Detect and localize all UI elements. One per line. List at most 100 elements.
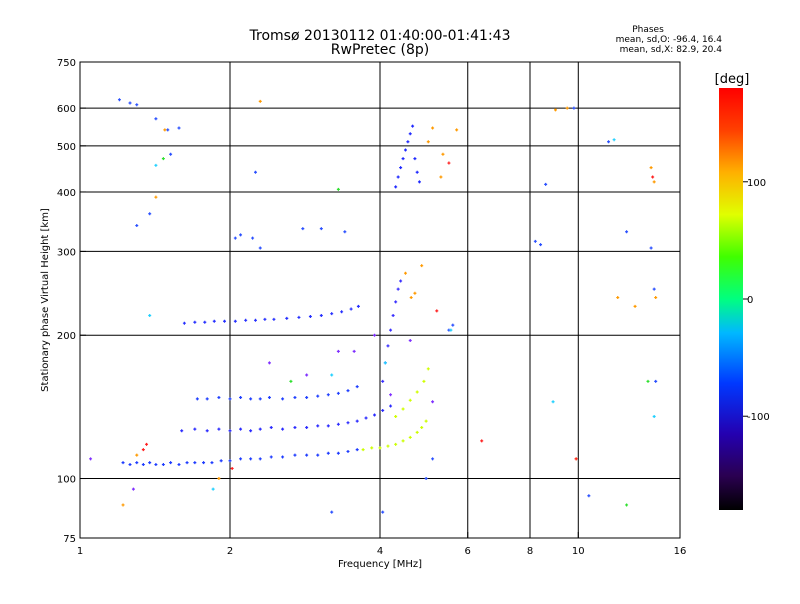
data-point [217, 477, 221, 481]
data-point [633, 304, 637, 308]
data-point [394, 442, 398, 446]
data-point [408, 398, 412, 402]
data-point [281, 455, 285, 459]
data-point [210, 461, 214, 465]
data-point [408, 338, 412, 342]
data-point [228, 397, 232, 401]
data-point [239, 395, 243, 399]
data-point [182, 321, 186, 325]
data-point [128, 101, 132, 105]
data-point [553, 108, 557, 112]
data-point [399, 166, 403, 170]
data-point [386, 444, 390, 448]
data-point [239, 427, 243, 431]
data-point [336, 391, 340, 395]
phases-mean-o: mean, sd,O: -96.4, 16.4 [616, 35, 723, 45]
data-point [211, 487, 215, 491]
data-point [193, 427, 197, 431]
data-point [263, 317, 267, 321]
axes: 1 2 4 6 8 10 16 75 100 200 300 400 500 600 750 [57, 58, 686, 557]
x-tick-label: 4 [377, 546, 383, 557]
data-point [403, 148, 407, 152]
data-point [326, 393, 330, 397]
y-axis-label: Stationary phase Virtual Height [km] [40, 208, 51, 392]
data-point [480, 439, 484, 443]
data-point [141, 448, 145, 452]
data-point [340, 310, 344, 314]
phases-mean-x: mean, sd,X: 82.9, 20.4 [620, 45, 723, 55]
grid [80, 62, 680, 538]
data-point [646, 379, 650, 383]
data-point [533, 239, 537, 243]
data-point [154, 463, 158, 467]
data-point [654, 379, 658, 383]
data-point [651, 175, 655, 179]
data-point [654, 296, 658, 300]
data-point [373, 413, 377, 417]
data-point [326, 451, 330, 455]
data-point [269, 425, 273, 429]
data-point [193, 461, 197, 465]
data-point [316, 394, 320, 398]
data-point [253, 170, 257, 174]
data-point [223, 319, 227, 323]
data-point [346, 449, 350, 453]
data-point [649, 246, 653, 250]
data-point [346, 389, 350, 393]
data-point [420, 425, 424, 429]
data-point [305, 425, 309, 429]
data-point [356, 304, 360, 308]
data-point [258, 99, 262, 103]
data-point [370, 446, 374, 450]
data-point [244, 318, 248, 322]
data-point [361, 448, 365, 452]
colorbar-ticks: 100 0 -100 [743, 178, 770, 423]
data-point [587, 494, 591, 498]
data-point [389, 404, 393, 408]
data-point [249, 457, 253, 461]
data-point [330, 312, 334, 316]
data-point [401, 157, 405, 161]
data-point [249, 397, 253, 401]
y-tick-label: 100 [57, 475, 76, 486]
data-point [408, 132, 412, 136]
data-point [413, 157, 417, 161]
x-tick-label: 2 [227, 546, 233, 557]
x-tick-label: 1 [77, 546, 83, 557]
x-tick-label: 8 [527, 546, 533, 557]
data-point [551, 400, 555, 404]
data-point [319, 314, 323, 318]
data-point [413, 291, 417, 295]
data-point [396, 287, 400, 291]
data-point [539, 243, 543, 247]
data-point [349, 307, 353, 311]
data-point [394, 185, 398, 189]
data-point [439, 175, 443, 179]
data-point [249, 429, 253, 433]
data-point [177, 126, 181, 130]
data-point [431, 400, 435, 404]
data-points [89, 98, 658, 514]
data-point [378, 446, 382, 450]
data-point [239, 457, 243, 461]
data-point [145, 442, 149, 446]
data-point [431, 457, 435, 461]
data-point [381, 379, 385, 383]
data-point [89, 457, 93, 461]
data-point [148, 461, 152, 465]
data-point [154, 195, 158, 199]
data-point [364, 416, 368, 420]
data-point [258, 427, 262, 431]
data-point [415, 430, 419, 434]
data-point [411, 124, 415, 128]
data-point [447, 161, 451, 165]
data-point [408, 435, 412, 439]
chart-subtitle: RwPretec (8p) [331, 42, 429, 58]
data-point [424, 419, 428, 423]
data-point [396, 175, 400, 179]
data-point [177, 463, 181, 467]
data-point [330, 373, 334, 377]
data-point [415, 170, 419, 174]
y-tick-label: 500 [57, 142, 76, 153]
